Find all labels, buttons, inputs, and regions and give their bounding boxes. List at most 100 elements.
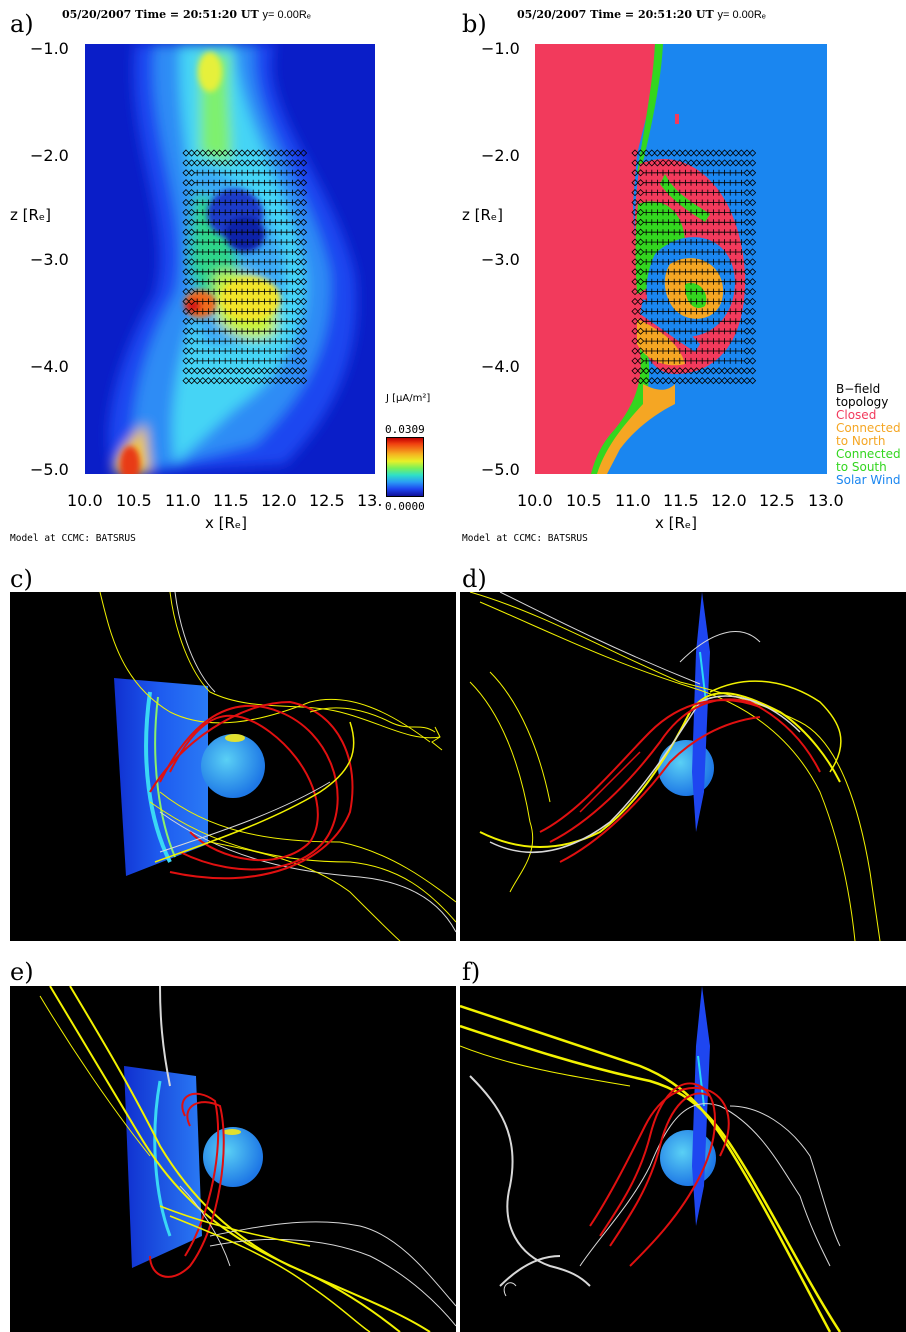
sample-cross (693, 219, 700, 226)
sample-cross (278, 169, 285, 176)
sample-cross (716, 338, 722, 345)
sample-diamond (182, 357, 190, 365)
sample-cross (721, 278, 728, 285)
sample-cross (255, 199, 262, 206)
sample-cross (660, 288, 666, 295)
sample-cross (665, 258, 672, 265)
sample-diamond (283, 159, 291, 167)
field-topology-map (535, 44, 827, 474)
sample-cross (738, 308, 745, 315)
sample-cross (244, 239, 251, 246)
sample-cross (205, 357, 212, 364)
sample-diamond (300, 208, 308, 216)
sample-cross (255, 268, 262, 275)
sample-diamond (238, 377, 246, 385)
sample-cross (671, 338, 678, 345)
sample-cross (227, 199, 234, 206)
sample-cross (710, 318, 717, 325)
sample-cross (660, 338, 666, 345)
sample-diamond (681, 367, 689, 375)
sample-cross (688, 357, 694, 364)
sample-cross (716, 298, 722, 305)
sample-diamond (255, 159, 263, 167)
sample-cross (660, 219, 666, 226)
sample-cross (693, 199, 700, 206)
sample-cross (665, 288, 672, 295)
sample-cross (682, 298, 689, 305)
sample-cross (272, 288, 279, 295)
sample-diamond (749, 327, 757, 335)
sample-cross (244, 179, 251, 186)
sample-diamond (300, 268, 308, 276)
sample-cross (721, 249, 728, 255)
sample-cross (272, 318, 279, 325)
sample-cross (194, 229, 201, 236)
legend-item-south: Connected (836, 447, 901, 461)
sample-diamond (216, 367, 224, 375)
sample-diamond (255, 367, 263, 375)
sample-diamond (631, 208, 639, 216)
sample-diamond (199, 159, 207, 167)
sample-cross (710, 288, 717, 295)
sample-cross (710, 179, 717, 186)
sample-cross (239, 258, 245, 265)
sample-cross (239, 357, 245, 364)
sample-cross (199, 189, 206, 196)
sample-cross (721, 348, 728, 354)
sample-cross (682, 348, 689, 354)
sample-cross (643, 318, 650, 325)
panel-b-xtick: 12.0 (711, 491, 747, 510)
sample-cross (250, 348, 257, 354)
sample-cross (239, 348, 245, 354)
sample-cross (654, 219, 661, 226)
sample-cross (682, 338, 689, 345)
sample-cross (693, 298, 700, 305)
sample-cross (194, 338, 201, 345)
sample-cross (222, 278, 229, 285)
sample-diamond (637, 159, 645, 167)
sample-cross (727, 278, 734, 285)
sample-cross (710, 189, 717, 196)
sample-cross (704, 219, 711, 226)
sample-cross (267, 288, 273, 295)
sample-cross (255, 338, 262, 345)
sample-cross (732, 348, 739, 354)
sample-diamond (631, 357, 639, 365)
sample-cross (250, 239, 257, 246)
sample-cross (211, 338, 217, 345)
sample-cross (205, 298, 212, 305)
sample-cross (682, 357, 689, 364)
sample-cross (211, 229, 217, 236)
sample-cross (239, 239, 245, 246)
sample-cross (244, 298, 251, 305)
sample-cross (216, 288, 223, 295)
sample-diamond (715, 377, 723, 385)
panel-b-ytick: −5.0 (481, 460, 520, 479)
sample-cross (250, 229, 257, 236)
sample-cross (704, 268, 711, 275)
sample-cross (665, 169, 672, 176)
sample-cross (643, 348, 650, 354)
sample-cross (205, 318, 212, 325)
sample-cross (676, 258, 683, 265)
sample-diamond (631, 367, 639, 375)
sample-diamond (249, 377, 257, 385)
legend-item-closed: Closed (836, 408, 877, 422)
sample-cross (267, 268, 273, 275)
sample-diamond (188, 179, 196, 187)
sample-diamond (648, 149, 656, 157)
sample-cross (732, 189, 739, 196)
sample-cross (227, 249, 234, 255)
sample-diamond (743, 169, 751, 177)
sample-cross (272, 249, 279, 255)
sample-diamond (182, 367, 190, 375)
sample-cross (261, 189, 268, 196)
sample-diamond (260, 377, 268, 385)
sample-cross (227, 348, 234, 354)
sample-diamond (300, 198, 308, 207)
panel-a-ytick: −2.0 (30, 146, 69, 165)
sample-cross (244, 308, 251, 315)
sample-cross (272, 219, 279, 226)
sample-cross (211, 239, 217, 246)
sample-cross (194, 308, 201, 315)
